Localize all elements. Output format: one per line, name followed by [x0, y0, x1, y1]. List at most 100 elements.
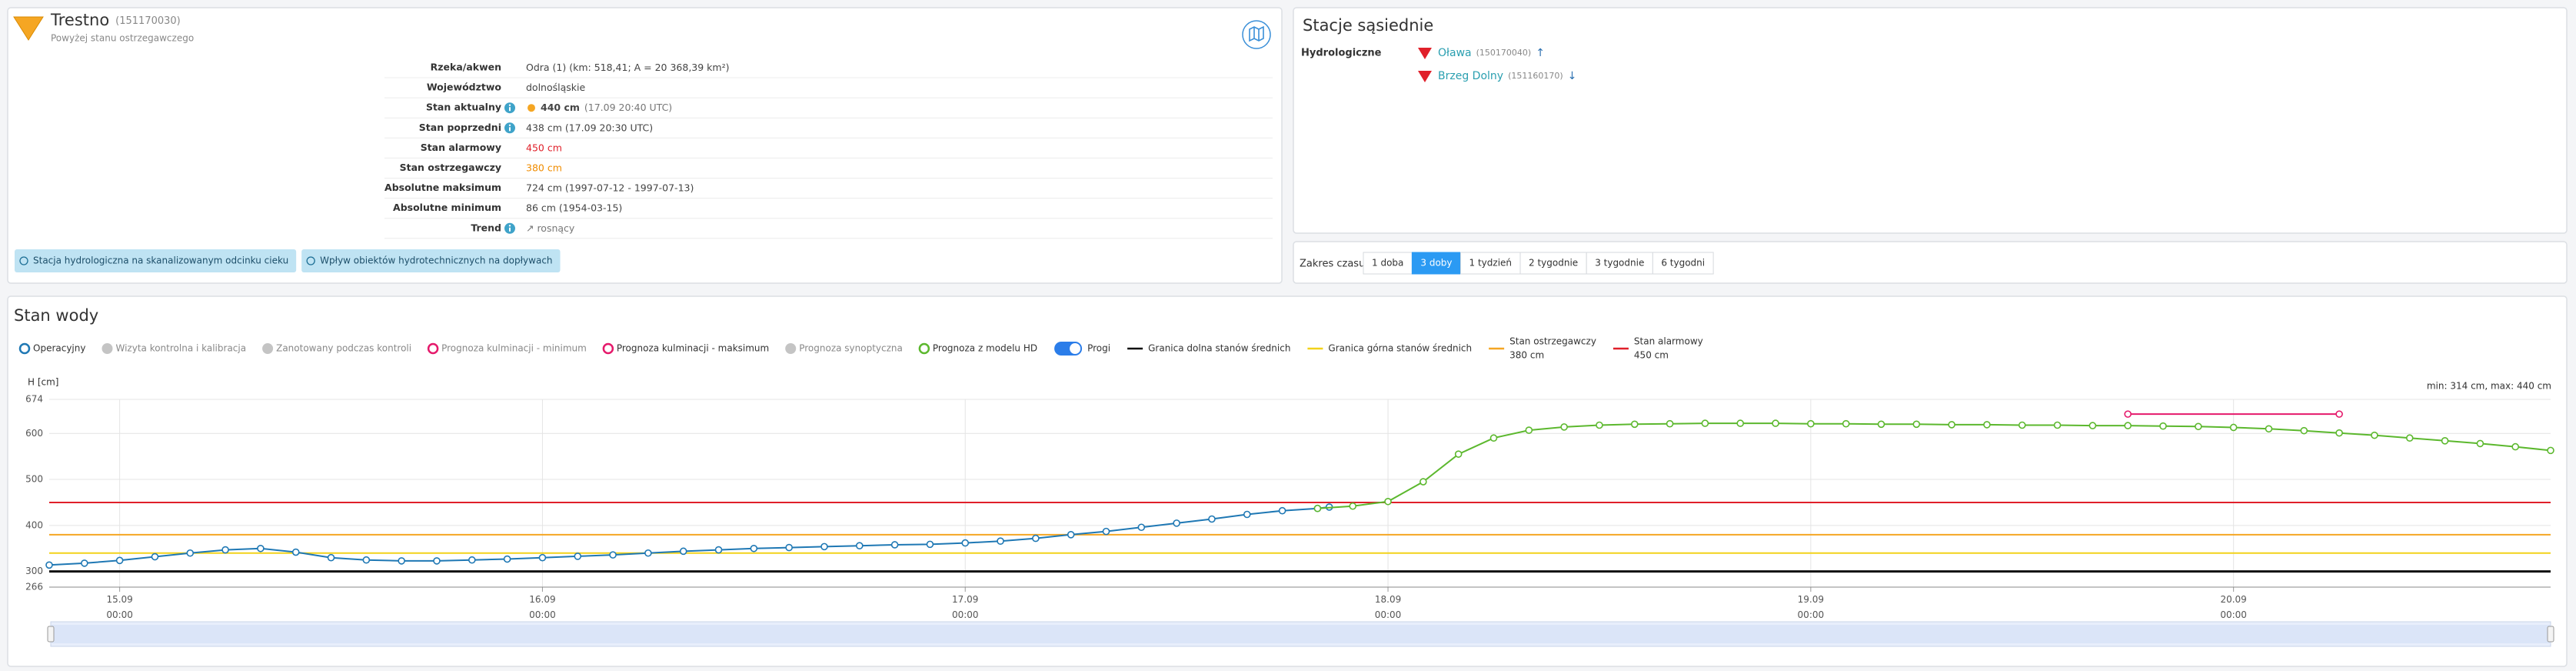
legend-value: 380 cm [1509, 350, 1544, 361]
legend-item[interactable]: Stan alarmowy 450 cm [1612, 336, 1703, 361]
data-point [855, 542, 864, 549]
legend-item[interactable]: Wizyta kontrolna i kalibracja [102, 343, 246, 355]
y-tick-label: 500 [25, 474, 43, 485]
range-button[interactable]: 1 doba [1363, 252, 1413, 275]
legend-item[interactable]: Granica górna stanów średnich [1307, 343, 1472, 354]
data-point [2300, 426, 2308, 435]
data-point [2195, 422, 2202, 431]
data-point [1278, 506, 1286, 515]
data-point [2159, 422, 2167, 430]
info-icon [504, 122, 515, 134]
data-point [820, 542, 828, 551]
row-label: Rzeka/akwen [431, 62, 501, 73]
data-point [1313, 504, 1322, 512]
x-tick-label: 20.09 00:00 [2220, 594, 2247, 620]
legend-item[interactable]: Operacyjny [18, 342, 85, 355]
value-text: 438 cm (17.09 20:30 UTC) [526, 122, 653, 133]
data-point [1701, 419, 1709, 427]
legend-marker [102, 343, 113, 354]
badge[interactable]: Wpływ obiektów hydrotechnicznych na dopł… [301, 249, 561, 272]
legend-label: Granica dolna stanów średnich [1148, 343, 1290, 354]
legend-item[interactable]: Prognoza synoptyczna [785, 343, 903, 355]
data-point [151, 552, 159, 561]
info-dot [508, 124, 511, 126]
data-point [2511, 442, 2519, 451]
data-point [2088, 422, 2097, 429]
row-label: Stan aktualny [426, 102, 501, 113]
value-text: 86 cm (1954-03-15) [526, 202, 622, 213]
info-stem [509, 127, 511, 132]
legend-item[interactable]: Prognoza kulminacji - maksimum [602, 343, 769, 355]
legend-item[interactable]: Stan ostrzegawczy 380 cm [1489, 336, 1596, 361]
legend-label: Wizyta kontrolna i kalibracja [115, 343, 246, 354]
x-tick-label: 16.09 00:00 [529, 594, 556, 620]
range-button[interactable]: 1 tydzień [1460, 252, 1521, 275]
data-point [2547, 446, 2554, 455]
button-text: 3 tygodnie [1595, 258, 1644, 269]
button-text: 3 doby [1420, 258, 1452, 269]
badge-text: Stacja hydrologiczna na skanalizowanym o… [33, 255, 288, 266]
info-icon [504, 222, 515, 234]
badge[interactable]: Stacja hydrologiczna na skanalizowanym o… [15, 249, 297, 272]
legend-label: Operacyjny [33, 343, 85, 354]
data-point [1630, 420, 1639, 429]
status-dot [528, 104, 535, 112]
legend-item[interactable]: Prognoza z modelu HD [918, 343, 1037, 355]
data-point [2371, 431, 2378, 439]
data-point [186, 549, 195, 557]
badge-bg [301, 249, 561, 272]
data-point [362, 556, 371, 564]
data-point [327, 553, 335, 562]
data-point [1067, 531, 1075, 539]
data-point [1454, 450, 1463, 458]
legend-label: Prognoza kulminacji - maksimum [617, 343, 769, 354]
neighbor[interactable]: Brzeg Dolny (151160170) ↓ [1438, 70, 1576, 82]
data-point [1137, 523, 1146, 532]
data-point [2476, 439, 2484, 448]
neighbor[interactable]: Oława (150170040) ↑ [1438, 47, 1545, 59]
toggle-label: Progi [1087, 343, 1110, 354]
data-point [45, 561, 53, 569]
row-value: Odra (1) (km: 518,41; A = 20 368,39 km²) [526, 62, 730, 73]
legend-marker [18, 342, 31, 355]
data-point [1032, 534, 1040, 542]
data-point [1173, 519, 1180, 527]
legend-label: Granica górna stanów średnich [1328, 343, 1472, 354]
y-tick-label: 600 [25, 428, 43, 439]
neighbor-code: (150170040) [1476, 48, 1532, 58]
x-tick-label: 18.09 00:00 [1375, 594, 1402, 620]
neighbor-arrow: ↑ [1536, 47, 1545, 59]
range-button[interactable]: 3 tygodnie [1586, 252, 1653, 275]
data-point [1772, 419, 1779, 427]
navigator[interactable] [47, 621, 2554, 647]
legend-item[interactable]: Granica dolna stanów średnich [1127, 343, 1290, 354]
data-point [468, 556, 476, 564]
neighbors-group: Hydrologiczne [1301, 48, 1382, 59]
legend-item[interactable]: Prognoza kulminacji - minimum [427, 343, 587, 355]
info-dot [508, 104, 511, 106]
data-point [2053, 421, 2062, 429]
data-point [2335, 410, 2343, 418]
legend-marker [785, 343, 797, 354]
station-status: Powyżej stanu ostrzegawczego [51, 33, 194, 44]
row-label: Stan ostrzegawczy [400, 162, 501, 173]
data-point [1349, 502, 1357, 510]
range-button[interactable]: 3 doby [1411, 252, 1462, 275]
y-tick-label: 400 [25, 519, 43, 530]
row-label: Absolutne minimum [393, 202, 501, 213]
range-button[interactable]: 6 tygodni [1652, 252, 1714, 275]
neighbors-title: Stacje sąsiednie [1303, 16, 1433, 35]
threshold-toggle[interactable]: Progi [1054, 342, 1110, 356]
series-line [48, 506, 1330, 566]
map-button[interactable] [1242, 20, 1271, 49]
row-value: 440 cm (17.09 20:40 UTC) [541, 102, 672, 113]
range-button[interactable]: 2 tygodnie [1519, 252, 1587, 275]
data-point [503, 555, 511, 563]
legend-item[interactable]: Zanotowany podczas kontroli [262, 343, 411, 355]
value-note: (17.09 20:40 UTC) [584, 102, 672, 113]
data-point [961, 539, 970, 547]
value-text: 380 cm [526, 162, 562, 173]
x-tick-label: 19.09 00:00 [1798, 594, 1825, 620]
badge-bg [15, 249, 297, 272]
